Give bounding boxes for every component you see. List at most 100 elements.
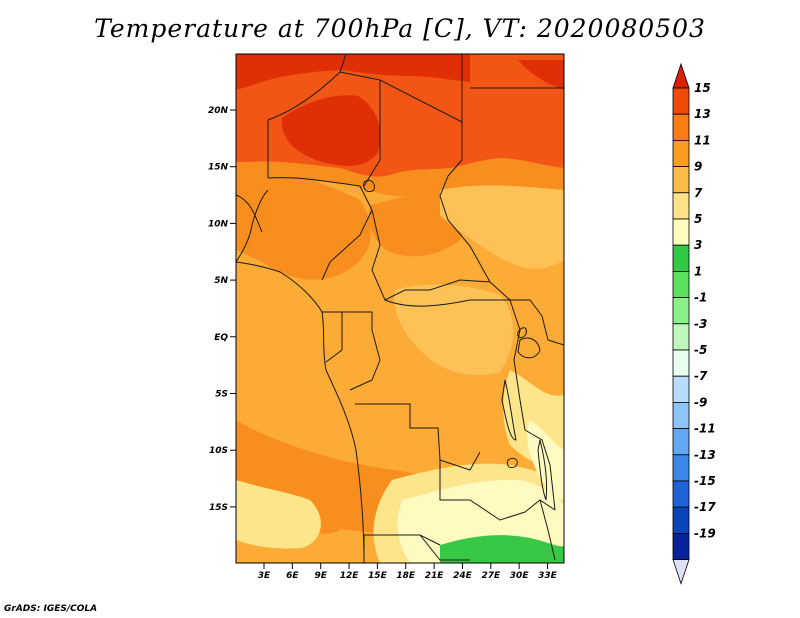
field-light-orange-east	[440, 185, 564, 269]
field-darkred-niger	[281, 95, 381, 166]
colorbar-label: -5	[694, 343, 707, 357]
colorbar-swatch	[672, 87, 690, 115]
border-south-sudan	[489, 281, 543, 317]
field-darkred-ne	[518, 60, 564, 90]
border-nigeria-east	[321, 185, 373, 281]
border-chad-sudan	[439, 122, 491, 283]
colorbar-label: -3	[694, 317, 707, 331]
colorbar-swatch	[672, 113, 690, 141]
lake-malawi	[537, 439, 548, 501]
lat-tick-label: 10S	[209, 446, 228, 456]
lon-tick-label: 33E	[538, 571, 558, 581]
lon-tick-label: 3E	[258, 571, 271, 581]
border-botswana	[419, 534, 470, 561]
border-cameroon-car	[371, 209, 491, 301]
lake-chad	[363, 179, 375, 193]
longitude-axis: 3E 6E 9E 12E 15E 18E 21E 24E 27E 30E 33E	[258, 563, 558, 581]
lon-tick-label: 21E	[425, 571, 445, 581]
lake-mweru	[507, 457, 518, 469]
border-car-drc	[384, 299, 510, 307]
colorbar-swatch	[672, 139, 690, 167]
colorbar-swatch	[672, 480, 690, 508]
lon-tick-label: 24E	[453, 571, 473, 581]
colorbar-swatch	[672, 218, 690, 246]
colorbar-swatch	[672, 401, 690, 429]
lon-tick-label: 9E	[314, 571, 327, 581]
lat-tick-label: 5N	[214, 276, 228, 286]
lat-tick-label: 5S	[215, 390, 228, 400]
lat-tick-label: 10N	[208, 219, 229, 229]
lon-tick-label: 15E	[368, 571, 388, 581]
lake-victoria	[517, 337, 541, 359]
colorbar-cap-bottom	[672, 559, 690, 585]
colorbar-label: -17	[694, 500, 716, 514]
border-uganda-kenya	[541, 315, 564, 346]
lon-tick-label: 18E	[396, 571, 416, 581]
colorbar-label: 3	[694, 238, 702, 252]
colorbar-cap-top	[672, 62, 690, 89]
colorbar-label: -7	[694, 369, 708, 383]
field-light-orange-congo	[394, 284, 514, 376]
colorbar-label: -15	[694, 474, 716, 488]
lat-tick-label: 20N	[208, 106, 229, 116]
field-pale-eastafrica	[527, 420, 564, 500]
colorbar-swatch	[672, 192, 690, 220]
lon-tick-label: 12E	[340, 571, 360, 581]
colorbar-swatch	[672, 323, 690, 351]
colorbar-label: -13	[694, 448, 716, 462]
lat-tick-label: 15N	[208, 163, 229, 173]
colorbar-label: -19	[694, 526, 716, 540]
colorbar-swatch	[672, 244, 690, 272]
lon-tick-label: 27E	[481, 571, 501, 581]
field-green-zimbabwe	[440, 535, 564, 563]
colorbar-label: 1	[694, 264, 702, 278]
colorbar-swatch	[672, 533, 690, 561]
colorbar-label: 15	[694, 81, 711, 95]
colorbar-label: 9	[694, 160, 702, 174]
border-nigeria-north	[267, 177, 361, 187]
lake-tanganyika	[501, 379, 517, 441]
lat-tick-label: 15S	[209, 503, 228, 513]
border-congo-drc	[340, 311, 381, 391]
field-dark-orange-central	[236, 165, 371, 280]
colorbar-swatch	[672, 166, 690, 194]
border-niger-east	[339, 71, 381, 187]
chart-title: Temperature at 700hPa [C], VT: 202008050…	[94, 14, 706, 43]
border-drc-east	[509, 299, 526, 431]
latitude-axis: 20N 15N 10N 5N EQ 5S 10S 15S	[208, 106, 236, 513]
border-tanzania	[524, 429, 556, 511]
coastline-gulf	[236, 189, 269, 263]
colorbar: 15 13 11 9 7 5 3 1 -1 -3 -5 -7 -9 -11 -13 -15 -17 -19	[672, 62, 716, 585]
field-yellow-south	[236, 480, 321, 549]
colorbar-swatch	[672, 297, 690, 325]
border-gabon	[322, 311, 343, 363]
colorbar-label: -11	[694, 422, 716, 436]
border-drc-angola	[355, 403, 481, 471]
colorbar-swatch	[672, 454, 690, 482]
border-sahara-north	[267, 54, 347, 121]
lon-tick-label: 30E	[510, 571, 530, 581]
colorbar-label: 5	[694, 212, 702, 226]
colorbar-swatch	[672, 428, 690, 456]
coast-west-africa	[236, 194, 263, 233]
lat-tick-label: EQ	[214, 333, 228, 343]
colorbar-label: 7	[694, 186, 703, 200]
colorbar-label: -9	[694, 395, 707, 409]
plot-frame	[235, 53, 565, 564]
colorbar-swatch	[672, 270, 690, 298]
lon-tick-label: 6E	[286, 571, 299, 581]
colorbar-label: 11	[694, 133, 711, 147]
grads-credit: GrADS: IGES/COLA	[4, 604, 98, 614]
colorbar-swatch	[672, 349, 690, 377]
colorbar-label: 13	[694, 107, 711, 121]
colorbar-swatch	[672, 506, 690, 534]
country-borders	[236, 54, 564, 563]
colorbar-label: -1	[694, 291, 707, 305]
border-mozambique	[539, 499, 556, 561]
field-darkred-north	[236, 54, 470, 90]
lake-albert	[517, 327, 527, 339]
colorbar-swatch	[672, 375, 690, 403]
coastline-west	[236, 261, 365, 563]
temperature-field	[236, 54, 564, 563]
